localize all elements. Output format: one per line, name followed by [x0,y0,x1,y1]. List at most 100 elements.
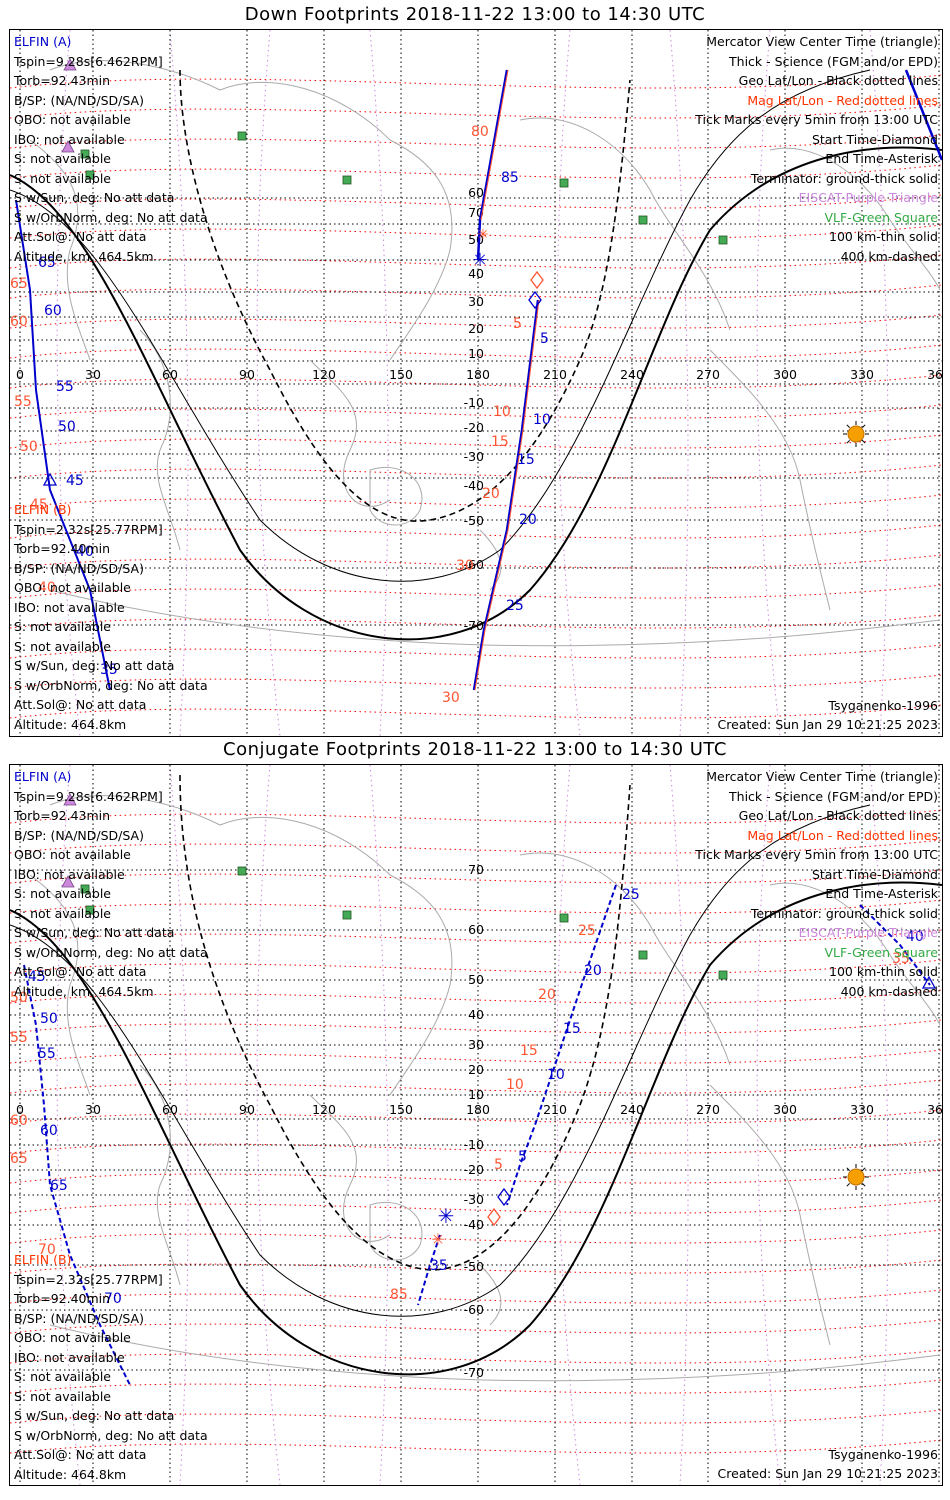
elfin-a-time-label: 5 [518,1149,527,1165]
elfin-a-track [859,904,931,986]
legend-item: Tick Marks every 5min from 13:00 UTC [695,847,938,862]
mag-lon-line [669,30,689,736]
elfin-a-info: ELFIN (A) Tspin=9.28s[6.462RPM] Torb=92.… [14,32,208,266]
elfin-b-bsp: B/SP: (NA/ND/SD/SA) [14,1310,144,1326]
coastline [709,1084,831,1346]
elfin-b-time-label: 55 [14,394,32,410]
model-name: Tsyganenko-1996 [828,1447,938,1462]
lon-label: 90 [239,367,255,382]
lat-label: 20 [468,1062,484,1077]
lon-label: 330 [850,1102,874,1117]
lon-label: 90 [239,1102,255,1117]
elfin-a-bsp: B/SP: (NA/ND/SD/SA) [14,827,144,843]
legend-item: Mag Lat/Lon - Red dotted lines [747,92,938,108]
model-name: Tsyganenko-1996 [828,698,938,713]
mag-lat-line [10,869,942,884]
legend-item: EISCAT-Purple Triangle [798,190,938,205]
lon-label: 210 [543,367,567,382]
elfin-b-time-label: 30 [442,690,460,706]
elfin-b-time-label: 20 [538,987,556,1003]
created-timestamp: Created: Sun Jan 29 10:21:25 2023 [717,717,938,732]
elfin-a-time-label: 85 [501,170,519,186]
mag-lon-line [56,765,81,1485]
elfin-a-time-label: 65 [38,255,56,271]
lon-label: 60 [162,1102,178,1117]
mag-lat-line [10,584,942,599]
down-footprints-map: 0306090120150180210240270300330360706050… [9,29,943,737]
elfin-a-time-label: 20 [584,963,602,979]
lat-label: -20 [464,1162,484,1177]
coastline [369,466,423,526]
lon-label: 120 [312,367,336,382]
elfin-b-time-label: 20 [482,486,500,502]
elfin-a-time-label: 10 [547,1067,565,1083]
elfin-a-s1: S: not available [14,151,111,166]
elfin-b-torb: Torb=92.40min [14,1291,111,1306]
mag-lat-line [10,1199,942,1214]
lon-label: 30 [85,1102,101,1117]
vlf-square-icon [237,866,247,876]
lon-label: 360 [927,367,942,382]
elfin-b-s2: S: not available [14,638,111,654]
legend-item: Geo Lat/Lon - Black dotted lines [738,73,938,88]
elfin-b-time-label: 85 [390,1287,408,1303]
elfin-b-obo: OBO: not available [14,1330,131,1345]
mag-lat-line [10,1109,942,1124]
elfin-b-time-label: 5 [513,316,522,332]
lat-label: -50 [464,1259,484,1274]
view-center-triangle-icon [42,472,58,486]
mag-lon-line [756,765,781,1485]
lat-label: 60 [468,185,484,200]
lon-label: 360 [927,1102,942,1117]
elfin-a-att-sol: Att.Sol@: No att data [14,964,147,979]
elfin-b-altitude: Altitude: 464.8km [14,1466,127,1482]
elfin-a-time-label: 15 [517,452,535,468]
elfin-a-time-label: 65 [50,1178,68,1194]
legend-item: Start Time-Diamond [811,131,938,147]
end-asterisk-icon: ✳ [438,1204,455,1228]
elfin-a-time-label: 45 [66,473,84,489]
lat-label: -60 [464,1302,484,1317]
lon-label: 240 [620,367,644,382]
elfin-b-track [474,299,540,691]
legend-item: End Time-Asterisk [825,151,938,166]
elfin-a-altitude: Altitude, km: 464.5km [14,248,154,264]
terminator-400km [179,774,631,1271]
mag-lon-line [869,30,889,736]
elfin-b-tspin: Tspin=2.32s[25.77RPM] [14,1271,163,1287]
vlf-square-icon [718,970,728,980]
vlf-square-icon [559,178,569,188]
lat-label: -50 [464,513,484,528]
mag-lon-line [556,30,581,736]
vlf-square-icon [85,170,95,180]
elfin-a-time-label: 70 [104,1291,122,1307]
legend-item: Terminator: ground-thick solid [750,170,938,186]
mag-lat-line [10,164,942,179]
legend-item: 400 km-dashed [840,983,938,999]
elfin-b-track [480,69,509,221]
lat-label: 40 [468,1007,484,1022]
elfin-a-time-label: 55 [56,379,74,395]
lon-label: 210 [543,1102,567,1117]
mag-lat-line [10,1169,942,1184]
lon-label: 150 [389,1102,413,1117]
elfin-a-obo: OBO: not available [14,112,131,127]
elfin-a-obo: OBO: not available [14,847,131,862]
mag-lon-line [169,765,189,1485]
mag-lat-line [10,809,942,824]
end-asterisk-icon: ✳ [477,227,489,243]
vlf-square-icon [718,235,728,245]
mag-lat-line [10,194,942,209]
lat-label: -20 [464,420,484,435]
coastline [139,329,181,551]
elfin-a-time-label: 40 [76,544,94,560]
vlf-square-icon [237,131,247,141]
legend-item: 100 km-thin solid [829,229,938,244]
elfin-b-header: ELFIN (B) [14,502,72,517]
lat-label: -40 [464,478,484,493]
eiscat-triangle-icon [61,140,75,153]
elfin-a-track [904,69,942,161]
legend-item: Tick Marks every 5min from 13:00 UTC [695,112,938,127]
elfin-a-time-label: 25 [506,598,524,614]
sun-ray [862,440,866,444]
